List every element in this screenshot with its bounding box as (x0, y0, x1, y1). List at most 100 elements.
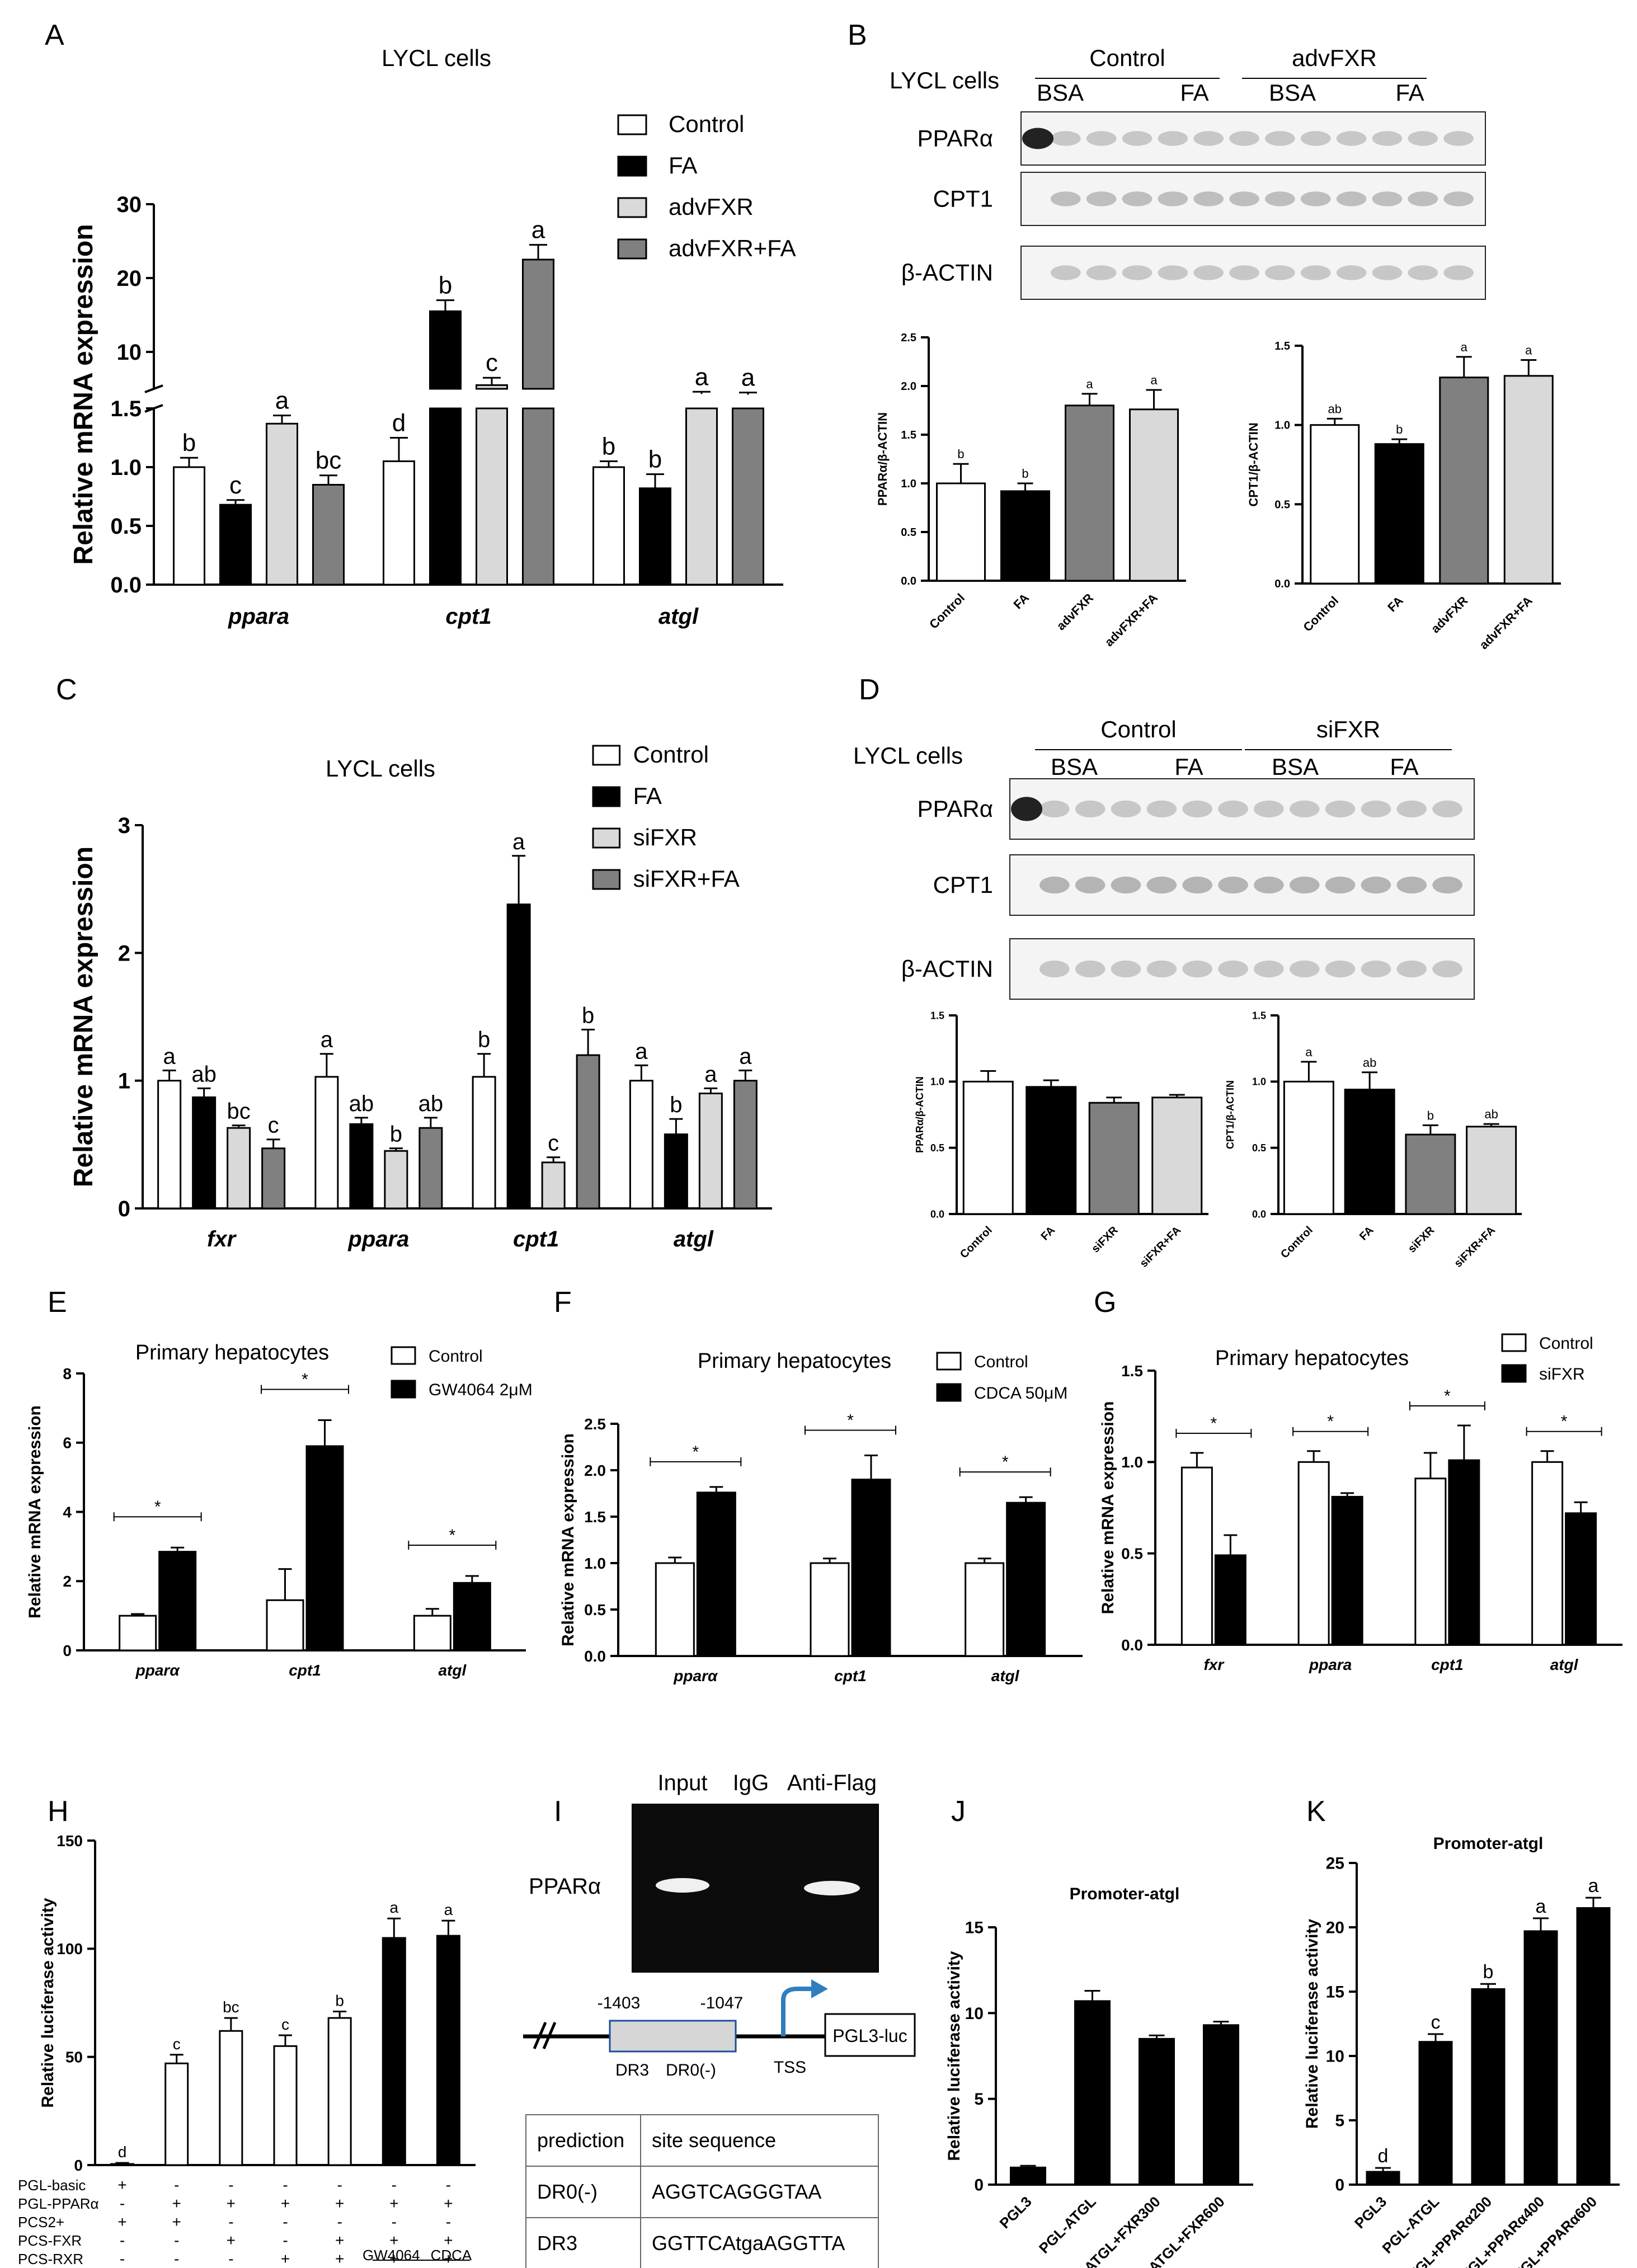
chart-d2-bar (1466, 1126, 1517, 1215)
chart-h-sig-letter: c (281, 2016, 289, 2033)
chart-h-y-label: Relative luciferase activity (39, 1898, 57, 2108)
chart-f-sig-star: * (847, 1411, 854, 1429)
chart-f-category-label: cpt1 (834, 1667, 867, 1684)
blot-d-row-label: CPT1 (933, 872, 993, 898)
chart-e-legend-swatch (391, 1346, 416, 1365)
chart-g-bar (1180, 1466, 1213, 1646)
chart-a-legend-swatch (617, 197, 647, 218)
chart-f-y-tick-label: 0.0 (584, 1648, 606, 1665)
chart-c-title: LYCL cells (326, 755, 435, 782)
panel-letter-i: I (554, 1795, 562, 1828)
chart-e-legend-label: Control (429, 1347, 483, 1366)
chart-g-y-tick-label: 0.5 (1121, 1545, 1143, 1562)
chart-a-y-tick-label: 20 (117, 266, 142, 291)
blot-b-group-label: Control (1089, 45, 1165, 71)
chart-c-y-tick-label: 3 (118, 813, 130, 838)
chart-b1-sig-letter: b (1022, 467, 1028, 481)
chart-h-sig-letter: b (335, 1992, 344, 2009)
chip-lane-label: Anti-Flag (787, 1771, 877, 1795)
blot-b-band (1265, 131, 1295, 146)
blot-b-band (1443, 265, 1474, 280)
chart-b1-sig-letter: b (957, 447, 964, 461)
chart-h-matrix-mark: - (392, 2213, 397, 2231)
chart-b2-y-tick-label: 0.5 (1274, 498, 1290, 511)
chart-e-legend-label: GW4064 2μM (429, 1381, 533, 1399)
chart-h-bar (436, 1935, 460, 2166)
chart-k-sig-letter: d (1378, 2145, 1389, 2167)
chart-g-bar (1414, 1478, 1447, 1646)
blot-b-band (1193, 265, 1224, 280)
blot-b-ladder-band (1022, 128, 1053, 149)
chart-c-sig-letter: b (478, 1028, 490, 1052)
blot-b-sub-label: FA (1395, 79, 1424, 106)
chart-h-matrix-mark: + (389, 2195, 398, 2212)
chart-f-title: Primary hepatocytes (698, 1349, 891, 1373)
blot-d-band (1361, 800, 1391, 818)
blot-d-band (1396, 800, 1427, 818)
chart-g-bar (1565, 1512, 1597, 1646)
chart-b2-sig-letter: b (1396, 422, 1403, 436)
chart-d1-category-label: siFXR (1089, 1224, 1121, 1255)
blot-b-band (1050, 191, 1081, 206)
chart-k-bar (1471, 1988, 1506, 2186)
blot-b-band (1158, 191, 1188, 206)
chart-j-y-tick-label: 5 (974, 2090, 984, 2109)
chart-a-sig-letter: a (741, 364, 755, 392)
chart-a-sig-letter: c (229, 472, 242, 499)
chart-h-matrix-mark: + (335, 2232, 344, 2249)
chart-h-matrix-mark: + (172, 2213, 181, 2231)
chart-h-matrix-mark: + (389, 2250, 398, 2267)
chart-j-y-tick-label: 0 (974, 2176, 984, 2195)
chart-d2-y-label: CPT1/β-ACTIN (1225, 1080, 1236, 1149)
chart-e-bar (119, 1615, 157, 1651)
chart-f-category-label: atgl (991, 1667, 1020, 1684)
chart-d2-category-label: Control (1278, 1224, 1315, 1261)
chart-b2-sig-letter: ab (1328, 402, 1342, 416)
chart-a-bar (312, 484, 345, 586)
chart-h-bar (219, 2030, 243, 2166)
chart-a-category-label: ppara (228, 604, 289, 629)
chart-d2-sig-letter: b (1427, 1108, 1434, 1122)
blot-b-cells-label: LYCL cells (890, 67, 999, 93)
chart-h-matrix-mark: + (389, 2232, 398, 2249)
chart-a-y-tick-label: 1.0 (110, 455, 142, 480)
panel-letter-c: C (56, 674, 77, 706)
chart-h-y-tick-label: 0 (74, 2157, 83, 2174)
chart-c-bar (698, 1093, 723, 1210)
blot-b-band (1086, 191, 1117, 206)
tss-arrow (781, 1987, 814, 2036)
chart-c-bar (192, 1096, 217, 1210)
blot-b-band (1158, 265, 1188, 280)
blot-d-band (1039, 960, 1070, 978)
chart-c-bar (418, 1127, 443, 1210)
chart-d1-category-label: Control (958, 1224, 995, 1261)
blot-b-band (1300, 191, 1331, 206)
blot-b-band (1408, 131, 1438, 146)
chart-h-matrix-mark: - (446, 2176, 451, 2194)
chart-k-y-tick-label: 20 (1326, 1919, 1344, 1937)
chart-h-matrix-mark: + (444, 2250, 453, 2267)
blot-d-band (1111, 876, 1141, 894)
chart-c-legend-swatch (592, 786, 621, 807)
chart-k-y-tick-label: 15 (1326, 1983, 1344, 2002)
blot-b-band (1158, 131, 1188, 146)
chart-c-legend-label: FA (633, 783, 662, 809)
chart-e-category-label: cpt1 (289, 1662, 321, 1679)
chart-h-matrix-mark: - (228, 2250, 233, 2267)
site-table-cell: GGTTCAtgaAGGTTA (652, 2232, 845, 2255)
chart-c-bar (384, 1150, 408, 1210)
chart-f-y-tick-label: 1.0 (584, 1555, 606, 1572)
panel-letter-e: E (48, 1286, 67, 1319)
chart-d2-bar (1344, 1089, 1395, 1215)
chart-a-bar (522, 258, 554, 390)
chart-c-sig-letter: a (512, 830, 525, 854)
chart-a-title: LYCL cells (382, 45, 491, 71)
blot-b-band (1300, 265, 1331, 280)
chart-b2-bar (1374, 443, 1424, 585)
blot-d-band (1254, 960, 1284, 978)
chart-h-matrix-mark: - (283, 2213, 288, 2231)
chart-h-matrix-mark: - (392, 2176, 397, 2194)
chart-a-y-tick-label: 0.5 (110, 514, 142, 539)
chart-h-bar (273, 2045, 298, 2166)
chart-c-bar (541, 1161, 566, 1210)
